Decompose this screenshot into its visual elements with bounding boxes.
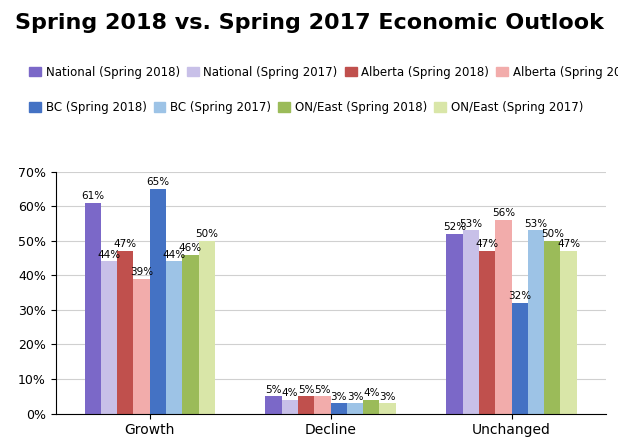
Bar [166, 261, 182, 414]
Text: 46%: 46% [179, 243, 202, 253]
Text: 4%: 4% [282, 388, 298, 398]
Legend: BC (Spring 2018), BC (Spring 2017), ON/East (Spring 2018), ON/East (Spring 2017): BC (Spring 2018), BC (Spring 2017), ON/E… [25, 96, 588, 118]
Bar [266, 396, 282, 414]
Text: 53%: 53% [459, 219, 483, 229]
Bar [495, 220, 512, 414]
Bar [347, 403, 363, 414]
Text: 5%: 5% [298, 385, 315, 395]
Text: 3%: 3% [347, 392, 363, 401]
Text: 5%: 5% [314, 385, 331, 395]
Text: 47%: 47% [557, 239, 580, 249]
Bar [198, 241, 215, 414]
Bar [561, 251, 577, 414]
Bar [298, 396, 315, 414]
Text: 44%: 44% [163, 250, 185, 260]
Bar [512, 303, 528, 414]
Legend: National (Spring 2018), National (Spring 2017), Alberta (Spring 2018), Alberta (: National (Spring 2018), National (Spring… [25, 61, 618, 83]
Bar [117, 251, 133, 414]
Bar [133, 279, 150, 414]
Bar [379, 403, 396, 414]
Text: 4%: 4% [363, 388, 379, 398]
Text: 3%: 3% [331, 392, 347, 401]
Bar [446, 234, 463, 414]
Bar [85, 203, 101, 414]
Bar [331, 403, 347, 414]
Bar [363, 400, 379, 414]
Text: 3%: 3% [379, 392, 396, 401]
Bar [463, 231, 479, 414]
Bar [282, 400, 298, 414]
Text: 56%: 56% [492, 208, 515, 218]
Bar [182, 255, 198, 414]
Text: 61%: 61% [81, 191, 104, 201]
Text: 52%: 52% [443, 222, 466, 232]
Text: 32%: 32% [508, 291, 531, 301]
Text: 47%: 47% [476, 239, 499, 249]
Text: Spring 2018 vs. Spring 2017 Economic Outlook: Spring 2018 vs. Spring 2017 Economic Out… [15, 13, 603, 33]
Text: 44%: 44% [98, 250, 121, 260]
Text: 39%: 39% [130, 267, 153, 277]
Text: 50%: 50% [541, 229, 564, 239]
Text: 65%: 65% [146, 177, 169, 187]
Bar [528, 231, 544, 414]
Text: 5%: 5% [265, 385, 282, 395]
Bar [479, 251, 495, 414]
Bar [150, 189, 166, 414]
Text: 47%: 47% [114, 239, 137, 249]
Bar [315, 396, 331, 414]
Bar [101, 261, 117, 414]
Text: 50%: 50% [195, 229, 218, 239]
Text: 53%: 53% [525, 219, 548, 229]
Bar [544, 241, 561, 414]
